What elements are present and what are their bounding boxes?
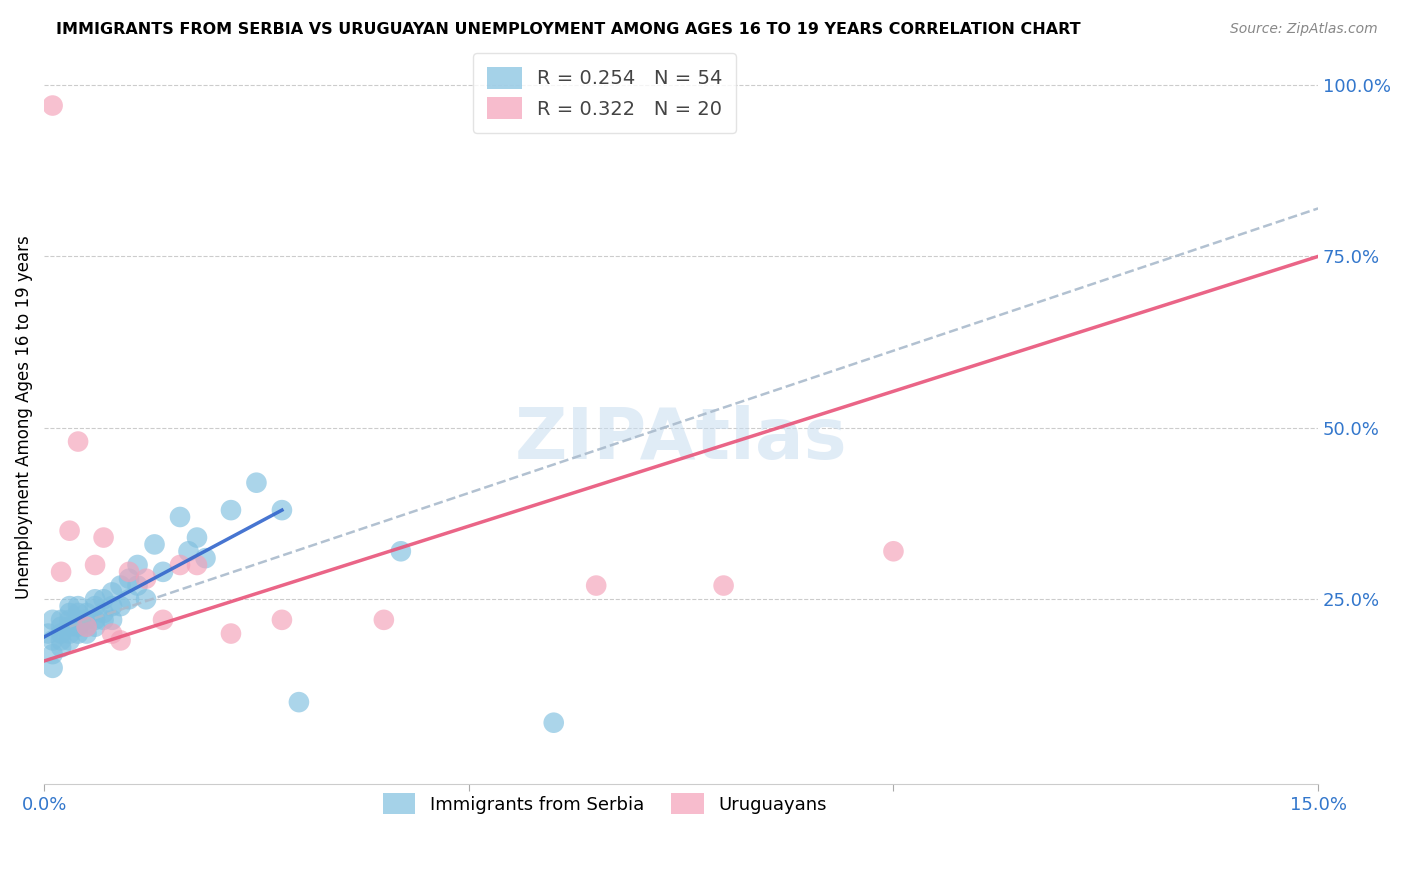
Point — [389, 544, 412, 558]
Point — [101, 626, 124, 640]
Point — [169, 510, 191, 524]
Point — [143, 537, 166, 551]
Point — [271, 613, 294, 627]
Point — [219, 503, 242, 517]
Point — [41, 98, 63, 112]
Point — [93, 531, 115, 545]
Point — [58, 633, 80, 648]
Point — [152, 613, 174, 627]
Point — [101, 613, 124, 627]
Point — [84, 620, 107, 634]
Point — [713, 578, 735, 592]
Point — [49, 640, 72, 655]
Point — [93, 606, 115, 620]
Point — [41, 647, 63, 661]
Point — [110, 633, 132, 648]
Point — [49, 633, 72, 648]
Point — [67, 599, 90, 614]
Point — [101, 599, 124, 614]
Point — [58, 606, 80, 620]
Point — [67, 620, 90, 634]
Point — [58, 524, 80, 538]
Point — [58, 620, 80, 634]
Point — [58, 599, 80, 614]
Point — [219, 626, 242, 640]
Point — [186, 558, 208, 572]
Point — [118, 572, 141, 586]
Point — [152, 565, 174, 579]
Point — [49, 613, 72, 627]
Point — [84, 613, 107, 627]
Point — [67, 606, 90, 620]
Point — [84, 599, 107, 614]
Point — [118, 592, 141, 607]
Point — [76, 613, 98, 627]
Text: IMMIGRANTS FROM SERBIA VS URUGUAYAN UNEMPLOYMENT AMONG AGES 16 TO 19 YEARS CORRE: IMMIGRANTS FROM SERBIA VS URUGUAYAN UNEM… — [56, 22, 1081, 37]
Point — [127, 558, 149, 572]
Point — [127, 578, 149, 592]
Point — [110, 599, 132, 614]
Point — [169, 558, 191, 572]
Point — [37, 626, 59, 640]
Point — [67, 613, 90, 627]
Point — [84, 592, 107, 607]
Point — [101, 585, 124, 599]
Point — [58, 613, 80, 627]
Point — [49, 565, 72, 579]
Point — [67, 434, 90, 449]
Point — [245, 475, 267, 490]
Point — [135, 592, 157, 607]
Point — [93, 613, 115, 627]
Point — [288, 695, 311, 709]
Point — [41, 613, 63, 627]
Point — [177, 544, 200, 558]
Point — [135, 572, 157, 586]
Point — [110, 578, 132, 592]
Point — [49, 620, 72, 634]
Point — [67, 626, 90, 640]
Point — [186, 531, 208, 545]
Legend: Immigrants from Serbia, Uruguayans: Immigrants from Serbia, Uruguayans — [370, 780, 839, 827]
Point — [49, 626, 72, 640]
Y-axis label: Unemployment Among Ages 16 to 19 years: Unemployment Among Ages 16 to 19 years — [15, 235, 32, 599]
Text: ZIPAtlas: ZIPAtlas — [515, 405, 848, 474]
Point — [41, 661, 63, 675]
Point — [58, 626, 80, 640]
Point — [543, 715, 565, 730]
Point — [585, 578, 607, 592]
Point — [76, 626, 98, 640]
Point — [76, 620, 98, 634]
Point — [84, 558, 107, 572]
Point — [271, 503, 294, 517]
Point — [882, 544, 904, 558]
Point — [118, 565, 141, 579]
Text: Source: ZipAtlas.com: Source: ZipAtlas.com — [1230, 22, 1378, 37]
Point — [194, 551, 217, 566]
Point — [76, 620, 98, 634]
Point — [76, 606, 98, 620]
Point — [373, 613, 395, 627]
Point — [41, 633, 63, 648]
Point — [93, 592, 115, 607]
